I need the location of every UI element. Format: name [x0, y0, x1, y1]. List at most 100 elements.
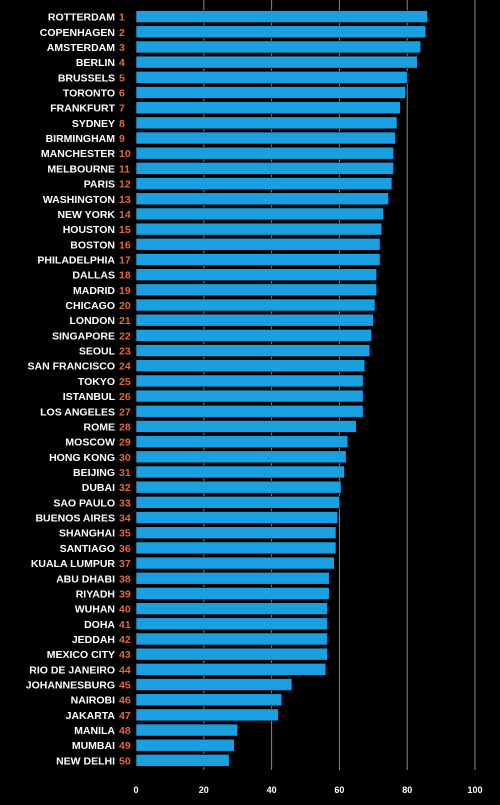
rank-label: 32: [119, 482, 131, 494]
bar: [135, 253, 381, 266]
city-label: SHANGHAI: [59, 528, 115, 540]
bar: [135, 480, 342, 494]
rank-label: 16: [119, 239, 131, 251]
bar: [135, 40, 422, 54]
rank-label: 46: [119, 695, 131, 707]
city-label: JOHANNESBURG: [26, 680, 115, 692]
city-label: WASHINGTON: [43, 194, 115, 206]
bar: [135, 268, 377, 281]
rank-label: 1: [119, 12, 125, 24]
bar: [135, 678, 293, 691]
x-tick-label: 60: [334, 785, 344, 795]
rank-label: 14: [119, 209, 131, 221]
rank-label: 47: [119, 710, 131, 722]
city-label: PHILADELPHIA: [37, 254, 115, 266]
bar: [135, 283, 377, 297]
rank-label: 22: [119, 330, 131, 342]
rank-label: 11: [119, 163, 130, 175]
bar: [135, 511, 339, 524]
bar: [135, 617, 328, 631]
bar: [135, 420, 357, 433]
bar: [135, 10, 428, 23]
city-label: CHICAGO: [65, 300, 115, 312]
x-tick-label: 80: [402, 785, 412, 795]
bar: [135, 298, 376, 312]
rank-label: 33: [119, 497, 131, 509]
rank-label: 31: [119, 467, 131, 479]
city-label: TOKYO: [78, 376, 115, 388]
city-label: TORONTO: [63, 87, 115, 99]
bar: [135, 556, 335, 570]
rank-label: 21: [119, 315, 131, 327]
bar: [135, 71, 408, 84]
rank-label: 13: [119, 194, 131, 206]
city-label: NEW YORK: [57, 209, 115, 221]
bar: [135, 162, 394, 175]
rank-label: 42: [119, 634, 131, 646]
rank-label: 30: [119, 452, 131, 464]
bar: [135, 101, 401, 114]
rank-label: 9: [119, 133, 125, 145]
city-label: COPENHAGEN: [40, 27, 115, 39]
bar: [135, 496, 340, 509]
rank-label: 50: [119, 755, 131, 767]
city-label: NEW DELHI: [56, 755, 115, 767]
rank-label: 29: [119, 437, 131, 449]
bar: [135, 738, 235, 752]
bar: [135, 404, 364, 418]
rank-label: 19: [119, 285, 131, 297]
x-tick-label: 0: [133, 785, 138, 795]
rank-label: 43: [119, 649, 131, 661]
bar: [135, 359, 366, 373]
city-label: BUENOS AIRES: [35, 513, 115, 525]
rank-label: 25: [119, 376, 131, 388]
city-label: AMSTERDAM: [47, 42, 115, 54]
category-labels: ROTTERDAM 1 COPENHAGEN 2 AMSTERDAM 3 BERLIN 4 BR…: [26, 12, 131, 768]
bar: [135, 237, 381, 251]
bar: [135, 465, 345, 479]
city-label: MOSCOW: [65, 437, 115, 449]
city-label: FRANKFURT: [50, 103, 115, 115]
rank-label: 26: [119, 391, 131, 403]
bar: [135, 723, 238, 737]
bar: [135, 541, 337, 555]
rank-label: 35: [119, 528, 131, 540]
city-label: DUBAI: [82, 482, 115, 494]
bar: [135, 131, 396, 145]
rank-label: 34: [119, 513, 131, 525]
bar: [135, 663, 327, 676]
rank-label: 12: [119, 179, 131, 191]
bar: [135, 632, 328, 646]
city-label: BEIJING: [73, 467, 115, 479]
bar: [135, 587, 330, 600]
city-label: MANILA: [74, 725, 115, 737]
city-label: JEDDAH: [72, 634, 115, 646]
bar: [135, 389, 364, 403]
rank-label: 41: [119, 619, 131, 631]
bar: [135, 86, 406, 99]
city-label: HONG KONG: [49, 452, 115, 464]
bar: [135, 647, 328, 661]
city-label: SANTIAGO: [60, 543, 115, 555]
city-label: JAKARTA: [66, 710, 116, 722]
bar: [135, 344, 371, 357]
rank-label: 37: [119, 558, 131, 570]
rank-label: 17: [119, 254, 131, 266]
rank-label: 28: [119, 421, 131, 433]
city-label: NAIROBI: [71, 695, 115, 707]
bar: [135, 374, 364, 388]
rank-label: 49: [119, 740, 131, 752]
city-label: BRUSSELS: [58, 72, 115, 84]
city-label: SAO PAULO: [53, 497, 115, 509]
bar: [135, 329, 372, 342]
bar: [135, 450, 347, 464]
bar: [135, 526, 337, 540]
city-label: ROTTERDAM: [48, 12, 115, 24]
city-label: DALLAS: [72, 270, 115, 282]
city-label: KUALA LUMPUR: [31, 558, 116, 570]
city-label: RIYADH: [76, 588, 115, 600]
rank-label: 15: [119, 224, 131, 236]
city-label: RIO DE JANEIRO: [29, 664, 115, 676]
city-label: MELBOURNE: [47, 163, 115, 175]
rank-label: 4: [119, 57, 125, 69]
